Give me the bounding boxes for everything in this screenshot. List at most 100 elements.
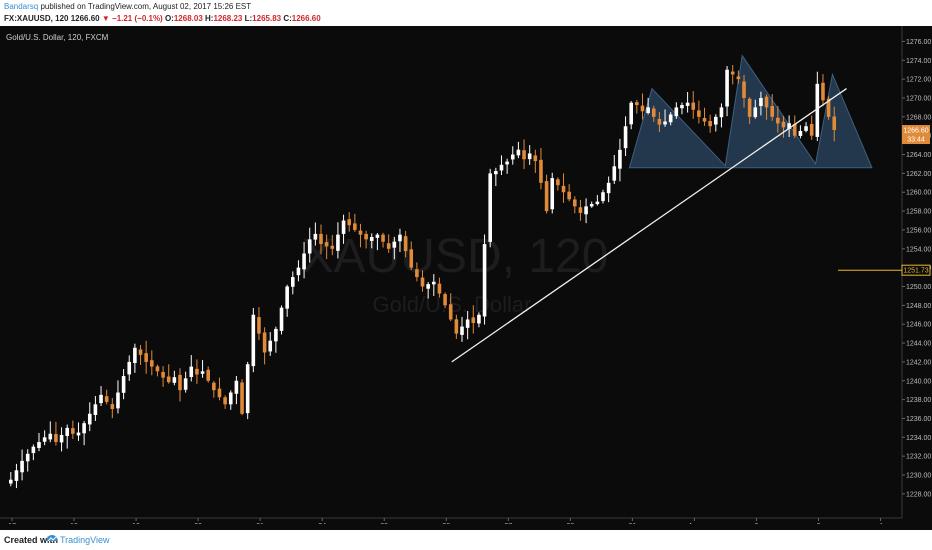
low-value: 1265.83	[252, 14, 282, 23]
candle-body	[488, 173, 492, 242]
price-tick-label: 1268.00	[906, 114, 931, 121]
time-tick-label: 19	[132, 523, 140, 524]
candle-body	[595, 201, 600, 205]
candle-body	[313, 233, 318, 240]
candle-body	[668, 114, 673, 123]
price-tick-label: 1276.00	[906, 39, 931, 46]
candle-body	[82, 423, 86, 434]
candle-body	[781, 121, 786, 128]
candle-body	[212, 382, 216, 391]
candle-body	[31, 446, 36, 454]
candle-body	[369, 237, 374, 241]
candle-body	[747, 98, 752, 117]
candle-body	[471, 317, 476, 324]
candle-body	[392, 241, 397, 248]
candle-body	[505, 161, 509, 165]
candle-body	[138, 349, 143, 355]
candle-body	[206, 369, 210, 381]
candle-body	[640, 105, 645, 112]
candle-body	[172, 377, 177, 383]
candle-body	[234, 380, 239, 394]
candle-body	[341, 220, 346, 234]
candle-body	[499, 164, 504, 171]
candle-body	[76, 432, 81, 436]
footer: Created with TradingView	[0, 530, 932, 550]
candle-body	[358, 230, 363, 235]
price-tick-label: 1250.00	[906, 284, 931, 291]
candle-body	[121, 376, 126, 393]
last-value: 1266.60	[70, 14, 100, 23]
candle-body	[691, 102, 696, 110]
candle-body	[144, 353, 148, 362]
candle-body	[702, 118, 707, 122]
open-value: 1268.03	[173, 14, 203, 23]
candle-body	[764, 96, 769, 108]
created-with-label: Created with	[4, 535, 59, 545]
candle-body	[612, 166, 617, 181]
candle-body	[279, 307, 284, 331]
candle-body	[330, 245, 335, 249]
candle-body	[629, 102, 633, 125]
candle-body	[285, 286, 289, 309]
candle-body	[550, 178, 555, 210]
time-tick-label: 24	[318, 523, 326, 524]
time-tick-label: 18	[70, 523, 78, 524]
candle-body	[798, 130, 803, 136]
time-tick-label: 3	[817, 523, 821, 524]
time-tick-label: 26	[442, 523, 450, 524]
candle-body	[657, 118, 662, 125]
close-label: C:	[283, 14, 292, 23]
price-tick-label: 1238.00	[906, 397, 931, 404]
time-axis[interactable]: 17 18 19 20 21 24 25 26 27 28 31 Aug 2 3 4	[8, 518, 883, 530]
candle-body	[195, 368, 199, 375]
candle-body	[742, 81, 746, 98]
time-tick-label: 4	[879, 523, 883, 524]
candle-body	[573, 199, 577, 207]
price-tick-label: 1274.00	[906, 58, 931, 65]
candle-body	[116, 392, 120, 409]
candle-body	[262, 332, 267, 353]
ohlc-info: FX:XAUUSD, 120 1266.60 ▼ −1.21 (−0.1%) O…	[4, 13, 321, 25]
candle-body	[787, 123, 791, 129]
candle-body	[319, 233, 323, 245]
time-tick-label: 20	[194, 523, 202, 524]
candle-body	[398, 234, 402, 242]
time-tick-label: 28	[566, 523, 574, 524]
candle-body	[804, 126, 808, 131]
change-arrow: ▼	[101, 14, 110, 23]
candle-body	[516, 149, 521, 156]
price-tick-label: 1236.00	[906, 416, 931, 423]
candle-body	[544, 181, 549, 212]
price-tick-label: 1244.00	[906, 341, 931, 348]
candle-body	[561, 185, 566, 193]
candle-body	[65, 427, 69, 436]
open-label: O:	[164, 14, 174, 23]
price-tick-label: 1262.00	[906, 171, 931, 178]
horizontal-line-tag	[901, 264, 931, 276]
candle-body	[426, 284, 430, 289]
price-tick-label: 1246.00	[906, 322, 931, 329]
price-tick-label: 1254.00	[906, 246, 931, 253]
candle-body	[815, 83, 820, 137]
time-tick-label: 21	[256, 523, 264, 524]
candle-body	[133, 347, 137, 364]
candle-body	[155, 366, 160, 372]
price-chart[interactable]: XAUUSD, 120 Gold/U.S. Dollar 1228.001230…	[0, 26, 932, 530]
candle-body	[567, 191, 571, 200]
trendline[interactable]	[451, 88, 847, 363]
price-tick-label: 1230.00	[906, 473, 931, 480]
candle-body	[189, 366, 194, 378]
author-link[interactable]: Bandarsq	[4, 2, 39, 11]
chart-area[interactable]: XAUUSD, 120 Gold/U.S. Dollar 1228.00 1230…	[0, 26, 932, 530]
candle-body	[809, 124, 814, 136]
high-value: 1268.23	[213, 14, 243, 23]
candle-body	[71, 428, 75, 434]
candle-body	[87, 413, 92, 425]
candle-body	[291, 277, 295, 287]
candle-body	[353, 223, 357, 230]
tradingview-brand[interactable]: TradingView	[60, 535, 110, 545]
candle-body	[708, 121, 712, 127]
candle-body	[663, 121, 667, 125]
last-price-value: 1266.60	[903, 128, 928, 135]
candle-body	[25, 453, 30, 462]
